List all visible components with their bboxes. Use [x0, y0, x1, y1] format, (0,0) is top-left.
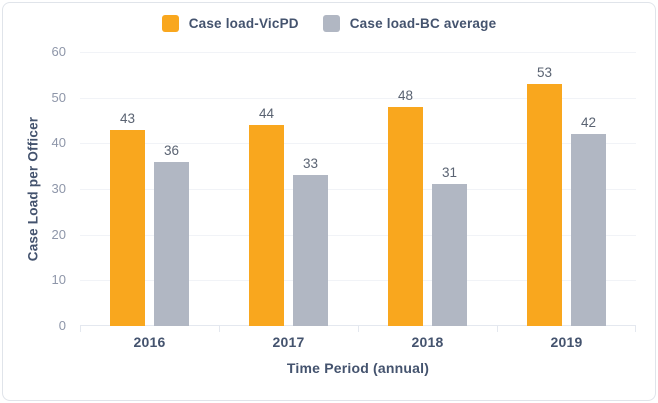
bar-unit: 48	[388, 88, 423, 326]
y-tick-label: 60	[51, 44, 66, 59]
bar-bc-average-2018	[432, 184, 467, 326]
bar-value-label: 48	[397, 88, 414, 103]
bar-group-2019: 53 42	[497, 52, 636, 326]
bar-bc-average-2019	[571, 134, 606, 326]
plot-area: 43 36 44 33 48 31 53 42	[80, 52, 636, 332]
x-category-label-2017: 2017	[272, 334, 305, 350]
bar-unit: 53	[527, 65, 562, 326]
bar-bc-average-2016	[154, 162, 189, 326]
bars-row: 53 42	[497, 65, 636, 326]
category-boundary-tick	[80, 326, 81, 332]
x-category-label-2018: 2018	[411, 334, 444, 350]
bars-row: 48 31	[358, 88, 497, 326]
x-axis-title: Time Period (annual)	[286, 360, 430, 376]
bar-value-label: 42	[580, 115, 597, 130]
y-tick-label: 20	[51, 227, 66, 242]
legend-swatch-bc-average-icon	[322, 15, 340, 32]
bar-vicpd-2018	[388, 107, 423, 326]
x-category-label-2019: 2019	[550, 334, 583, 350]
bar-value-label: 53	[536, 65, 553, 80]
bars-row: 44 33	[219, 106, 358, 326]
x-axis-category-labels: 2016 2017 2018 2019	[80, 334, 636, 350]
bar-unit: 31	[432, 165, 467, 326]
bar-unit: 33	[293, 156, 328, 326]
category-boundary-tick	[358, 326, 359, 332]
bars-row: 43 36	[80, 111, 219, 326]
legend-label-vicpd: Case load-VicPD	[188, 16, 299, 31]
bar-vicpd-2016	[110, 130, 145, 326]
gridline	[80, 189, 636, 190]
bar-unit: 36	[154, 143, 189, 326]
bar-unit: 44	[249, 106, 284, 326]
legend-item-bc-average[interactable]: Case load-BC average	[322, 15, 497, 32]
bar-vicpd-2019	[527, 84, 562, 326]
bar-value-label: 33	[302, 156, 319, 171]
y-tick-label: 30	[51, 181, 66, 196]
legend-swatch-vicpd-icon	[161, 15, 179, 32]
gridline	[80, 280, 636, 281]
category-boundary-tick	[497, 326, 498, 332]
category-boundary-tick	[635, 326, 636, 332]
legend-item-vicpd[interactable]: Case load-VicPD	[161, 15, 299, 32]
bar-unit: 42	[571, 115, 606, 326]
gridline	[80, 235, 636, 236]
bar-value-label: 43	[119, 111, 136, 126]
y-tick-label: 0	[58, 318, 66, 333]
gridline	[80, 98, 636, 99]
category-boundary-tick	[219, 326, 220, 332]
x-category-label-2016: 2016	[133, 334, 166, 350]
bar-vicpd-2017	[249, 125, 284, 326]
bar-bc-average-2017	[293, 175, 328, 326]
bar-unit: 43	[110, 111, 145, 326]
y-tick-label: 10	[51, 272, 66, 287]
gridline	[80, 52, 636, 53]
bar-value-label: 36	[163, 143, 180, 158]
gridline	[80, 143, 636, 144]
y-axis-tick-labels: 0 10 20 30 40 50 60	[3, 44, 66, 333]
y-tick-label: 50	[51, 90, 66, 105]
bar-group-2018: 48 31	[358, 52, 497, 326]
x-axis-baseline	[80, 325, 636, 326]
bar-group-2017: 44 33	[219, 52, 358, 326]
bar-value-label: 44	[258, 106, 275, 121]
bar-value-label: 31	[441, 165, 458, 180]
y-tick-label: 40	[51, 135, 66, 150]
legend-label-bc-average: Case load-BC average	[349, 16, 497, 31]
bar-group-2016: 43 36	[80, 52, 219, 326]
legend: Case load-VicPD Case load-BC average	[3, 15, 655, 32]
